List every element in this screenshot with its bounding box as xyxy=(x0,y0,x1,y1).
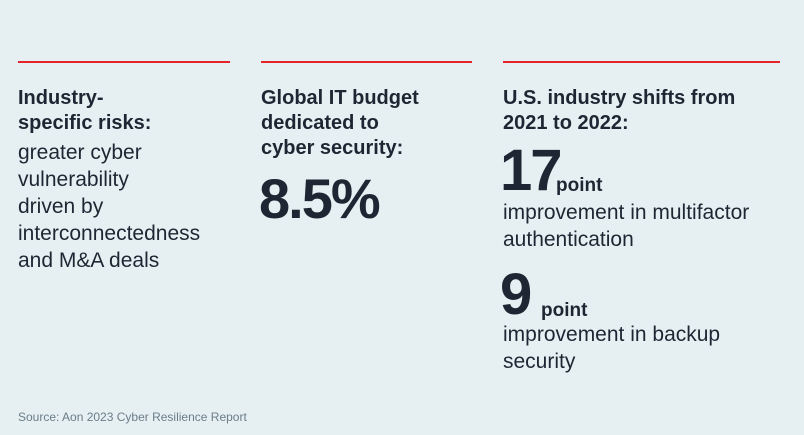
stat-desc-line: authentication xyxy=(503,228,634,251)
stat-value-17: 17 xyxy=(500,138,562,203)
col1-body-line: interconnectedness xyxy=(18,222,201,245)
divider-rule-1 xyxy=(18,61,230,63)
col3-heading-line1: U.S. industry shifts from xyxy=(503,87,736,109)
col1-body-line: driven by xyxy=(18,195,104,218)
col1-heading-line2: specific risks: xyxy=(18,112,152,134)
stat-desc-line: security xyxy=(503,350,576,373)
col2-heading: Global IT budget dedicated to cyber secu… xyxy=(261,86,419,161)
stat-value-9: 9 xyxy=(500,262,532,327)
col3-heading: U.S. industry shifts from 2021 to 2022: xyxy=(503,86,735,136)
col1-body-line: vulnerability xyxy=(18,168,129,191)
stat-desc-line: improvement in backup xyxy=(503,323,721,346)
stat-desc-line: improvement in multifactor xyxy=(503,201,750,224)
stat-desc-2: improvement in backup security xyxy=(503,321,720,375)
divider-rule-3 xyxy=(503,61,780,63)
col1-body: greater cyber vulnerability driven by in… xyxy=(18,139,200,274)
source-note: Source: Aon 2023 Cyber Resilience Report xyxy=(18,410,247,424)
col2-heading-line3: cyber security: xyxy=(261,137,404,159)
col3-heading-line2: 2021 to 2022: xyxy=(503,112,629,134)
budget-stat: 8.5% xyxy=(259,167,381,230)
col1-heading-line1: Industry- xyxy=(18,87,104,109)
divider-rule-2 xyxy=(261,61,472,63)
col1-body-line: and M&A deals xyxy=(18,249,160,272)
col2-heading-line2: dedicated to xyxy=(261,112,379,134)
stat-desc-1: improvement in multifactor authenticatio… xyxy=(503,199,749,253)
col1-body-line: greater cyber xyxy=(18,141,142,164)
col1-heading: Industry- specific risks: xyxy=(18,86,151,136)
stat-unit: point xyxy=(556,175,603,196)
col2-heading-line1: Global IT budget xyxy=(261,87,419,109)
stat-unit: point xyxy=(541,300,588,321)
